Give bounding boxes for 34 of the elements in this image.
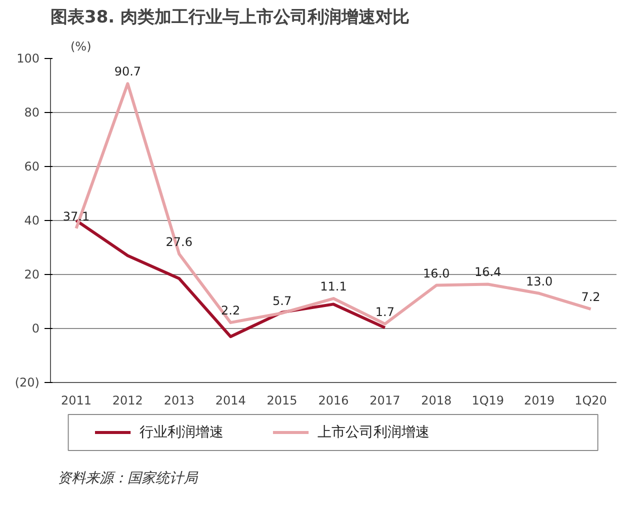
- x-tick-label: 2014: [215, 394, 246, 408]
- x-tick-label: 1Q20: [574, 394, 607, 408]
- y-tick-label: (20): [14, 376, 40, 390]
- data-label: 16.4: [474, 265, 502, 280]
- data-label: 13.0: [526, 274, 553, 288]
- data-label: 11.1: [320, 280, 347, 294]
- y-tick-label: 80: [24, 106, 40, 120]
- y-tick-label: 20: [24, 268, 40, 282]
- data-label: 37.1: [62, 209, 90, 224]
- x-tick-label: 2012: [112, 394, 143, 408]
- data-label: 7.2: [581, 290, 600, 304]
- y-tick-label: 60: [24, 160, 40, 174]
- legend-label: 行业利润增速: [139, 424, 224, 440]
- data-label: 1.7: [375, 304, 395, 319]
- data-label: 27.6: [166, 234, 192, 249]
- data-label: 5.7: [272, 294, 292, 308]
- x-tick-label: 2019: [524, 394, 555, 408]
- x-tick-label: 2018: [421, 394, 452, 408]
- legend-label: 上市公司利润增速: [317, 424, 430, 440]
- y-tick-label: 100: [16, 52, 40, 66]
- x-tick-label: 2013: [164, 394, 194, 408]
- x-tick-label: 1Q19: [472, 394, 504, 408]
- x-tick-label: 2011: [60, 394, 92, 408]
- y-axis-title: (%): [70, 40, 92, 54]
- text: 资料来源：国家统计局: [58, 470, 199, 486]
- x-tick-label: 2017: [370, 394, 400, 408]
- data-label: 2.2: [221, 304, 240, 318]
- y-tick-label: 0: [32, 322, 40, 336]
- x-tick-label: 2015: [266, 394, 298, 408]
- y-tick-label: 40: [24, 214, 40, 228]
- data-label: 90.7: [114, 64, 142, 79]
- data-label: 16.0: [423, 266, 450, 280]
- chart-title: 图表38. 肉类加工行业与上市公司利润增速对比: [50, 8, 410, 28]
- x-tick-label: 2016: [318, 394, 349, 408]
